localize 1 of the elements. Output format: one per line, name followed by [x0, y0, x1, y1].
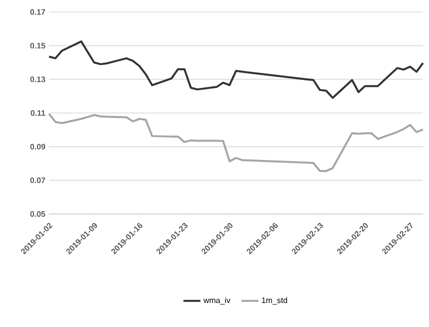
line-series — [48, 112, 424, 172]
